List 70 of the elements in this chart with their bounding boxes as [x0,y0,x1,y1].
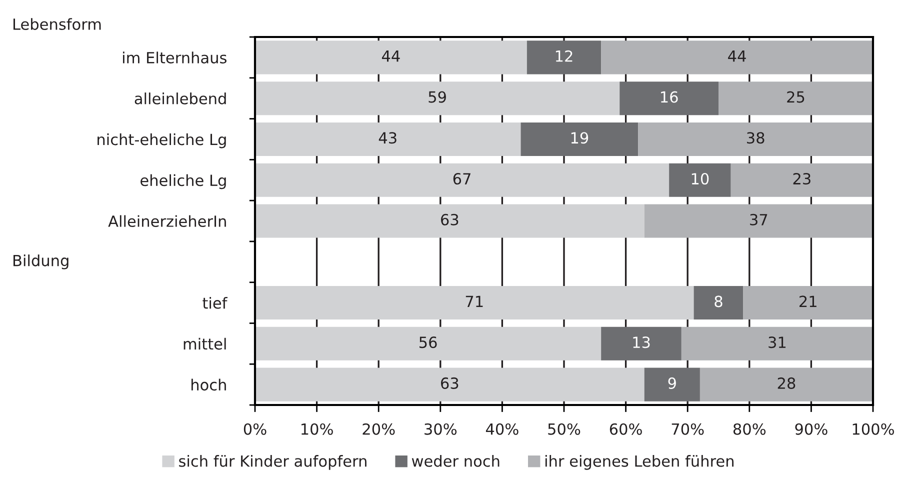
bar [255,40,527,74]
data-label: 56 [420,336,437,348]
data-label: 16 [661,91,678,103]
bar [743,286,873,320]
data-label: 43 [378,132,396,144]
data-label: 21 [800,296,816,307]
y-tick-label: tief [202,296,228,309]
bar [255,286,694,320]
data-label: 28 [778,377,796,389]
data-label: 59 [428,91,446,103]
data-label: 8 [714,296,722,308]
data-label: 63 [441,377,458,389]
data-label: 9 [668,377,676,389]
x-tick-label: 20% [362,423,395,435]
bar [681,326,873,360]
bar [255,326,602,360]
bar [526,40,602,74]
bar [700,368,873,402]
bar [730,163,873,197]
data-label: 71 [466,296,483,307]
data-label: 44 [382,50,400,62]
data-label: 44 [728,50,746,62]
data-label: 25 [787,91,804,103]
x-tick-label: 70% [672,423,704,435]
bar [644,204,873,238]
bar [644,368,700,402]
bar [255,204,644,238]
x-tick-label: 10% [302,423,333,435]
data-label: 12 [556,50,572,62]
x-tick-label: 50% [548,423,580,435]
bar [255,82,620,116]
data-label: 38 [747,132,764,144]
bar [255,122,521,156]
x-tick-label: 90% [795,423,828,435]
bar [601,40,873,74]
bar [255,163,670,197]
x-tick-label: 0% [244,423,266,435]
data-label: 19 [571,132,588,144]
text: Bildung [14,254,68,270]
bar [694,286,744,320]
x-tick-label: 80% [733,423,766,435]
x-tick-label: 60% [610,423,642,435]
data-label: 37 [750,214,768,226]
legend-label: sich für Kinder aufopfern [179,455,366,470]
x-tick-label: 30% [424,423,457,435]
data-label: 63 [441,214,458,226]
data-label: 67 [453,172,470,185]
x-tick-label: 40% [486,423,518,435]
y-tick-label: mittel [184,338,226,350]
y-tick-label: alleinlebend [134,92,226,104]
y-tick-label: hoch [191,378,226,391]
legend-label: ihr eigenes Leben führen [545,455,734,470]
x-tick-label: 100% [852,423,894,435]
y-tick-label: nicht-eheliche Lg [98,133,226,148]
y-tick-label: im Elternhaus [123,52,226,64]
legend-label: weder noch [412,455,500,467]
data-label: 13 [633,336,650,348]
y-tick-label: AlleinerzieherIn [108,215,226,228]
bar [601,326,682,360]
data-label: 23 [793,172,810,185]
data-label: 10 [692,172,709,185]
bar [669,163,731,197]
y-tick-label: eheliche Lg [140,174,226,190]
data-label: 31 [768,336,786,348]
bar [638,122,873,156]
bar [620,82,718,116]
bar [520,122,638,156]
bar [718,82,873,116]
text: Lebensform [14,18,101,30]
bar [255,368,644,402]
